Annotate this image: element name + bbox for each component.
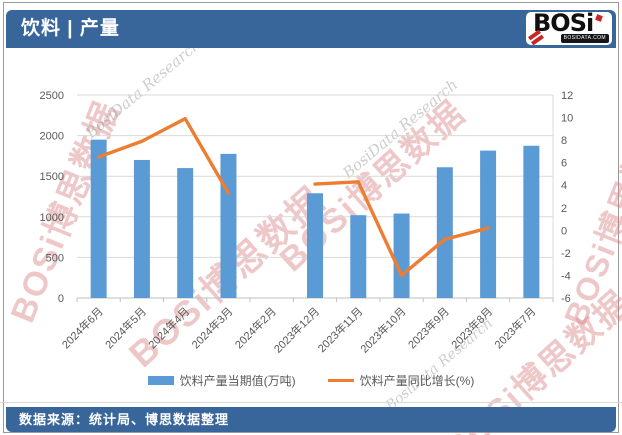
right-axis-tick-label: 4 xyxy=(561,180,567,192)
right-axis-tick-label: 0 xyxy=(561,225,567,237)
page-title: 饮料 | 产量 xyxy=(21,18,120,39)
bar-2024年4月 xyxy=(177,168,194,298)
bosi-logo: BOSi BOSIDATA.COM xyxy=(526,12,612,45)
right-axis-tick-label: -2 xyxy=(561,248,571,260)
chart-canvas: 0 500 1000 1500 2000 2500 -6 -4 -2 0 2 4 6 8 10 12 2024年… xyxy=(40,90,574,356)
chart-legend: 饮料产量当期值(万吨) 饮料产量同比增长(%) xyxy=(0,372,622,389)
x-axis-label: 2023年8月 xyxy=(448,304,495,351)
x-axis-label: 2023年7月 xyxy=(491,304,538,351)
x-axis-label: 2024年6月 xyxy=(59,304,106,351)
bar-2023年10月 xyxy=(393,213,410,298)
right-axis-tick-label: -6 xyxy=(561,293,571,305)
bar-2023年8月 xyxy=(480,150,497,298)
bar-2024年6月 xyxy=(90,139,107,298)
x-axis-label: 2023年10月 xyxy=(357,304,408,355)
bar-2023年11月 xyxy=(350,215,367,298)
bar-2023年12月 xyxy=(307,193,323,298)
left-axis-tick-label: 0 xyxy=(58,293,64,305)
page-frame xyxy=(3,2,619,433)
bar-2023年7月 xyxy=(523,145,540,298)
bosi-logo-domain: BOSIDATA.COM xyxy=(560,34,609,43)
right-axis-tick-label: -4 xyxy=(561,270,571,282)
bar-2024年3月 xyxy=(220,153,237,298)
x-axis-label: 2024年3月 xyxy=(188,304,235,351)
bar-2024年5月 xyxy=(133,159,150,298)
legend-line-swatch xyxy=(327,379,354,382)
x-axis-label: 2024年5月 xyxy=(102,304,149,351)
x-axis-label: 2023年12月 xyxy=(271,304,322,355)
right-axis-tick-label: 6 xyxy=(561,158,567,170)
right-axis-tick-label: 8 xyxy=(561,135,567,147)
x-axis-label: 2024年4月 xyxy=(145,304,192,351)
left-axis-tick-label: 1000 xyxy=(40,212,64,224)
x-axis-label: 2023年9月 xyxy=(405,304,452,351)
bosi-logo-red-dot xyxy=(595,14,603,22)
header-bar: 饮料 | 产量 BOSi BOSIDATA.COM xyxy=(6,10,616,48)
line-series-segment xyxy=(96,116,231,195)
left-axis-tick-label: 500 xyxy=(46,252,64,264)
legend-bar-label: 饮料产量当期值(万吨) xyxy=(179,374,296,388)
x-axis-label: 2024年2月 xyxy=(232,304,279,351)
footer-divider xyxy=(0,402,622,403)
legend-bar-swatch xyxy=(147,376,174,385)
left-axis-tick-label: 1500 xyxy=(40,171,64,183)
bar-2023年9月 xyxy=(436,167,453,298)
footer-bar: 数据来源：统计局、博思数据整理 xyxy=(6,407,616,432)
legend-line-label: 饮料产量同比增长(%) xyxy=(359,374,475,388)
line-series-segment xyxy=(313,180,490,278)
left-axis-tick-label: 2000 xyxy=(40,131,64,143)
data-source-text: 数据来源：统计局、博思数据整理 xyxy=(19,412,230,427)
left-axis-tick-label: 2500 xyxy=(40,90,64,102)
bosi-logo-text: BOSi xyxy=(533,12,594,37)
right-axis-tick-label: 12 xyxy=(561,90,573,102)
right-axis-tick-label: 10 xyxy=(561,113,573,125)
right-axis-tick-label: 2 xyxy=(561,203,567,215)
